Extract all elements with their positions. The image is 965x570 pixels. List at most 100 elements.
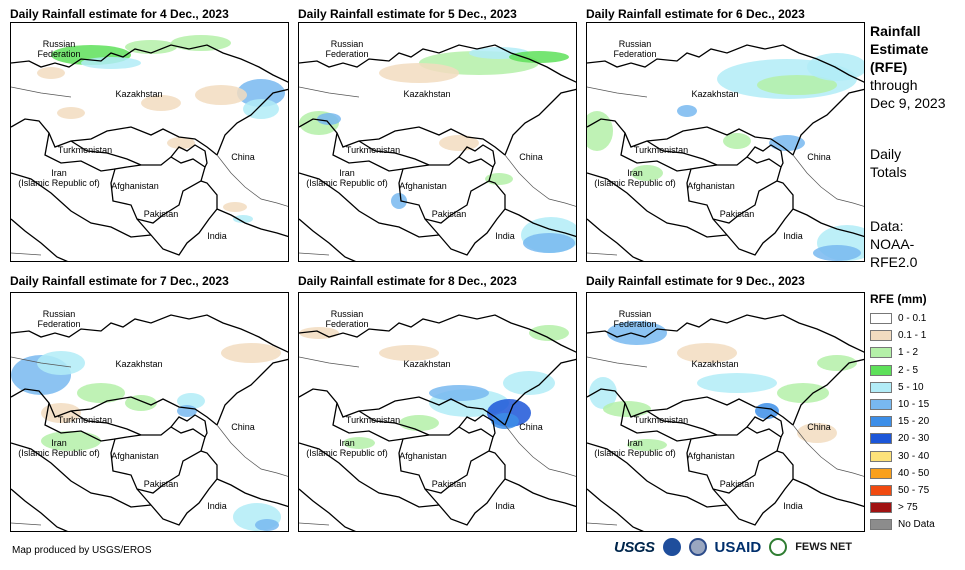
map-canvas — [11, 314, 288, 531]
country-label-russia: Russian Federation — [325, 39, 369, 59]
country-label-iran: Iran (Islamic Republic of) — [306, 438, 388, 458]
country-border — [587, 172, 728, 238]
rainfall-patch — [503, 371, 555, 395]
country-label-afghanistan: Afghanistan — [111, 451, 159, 461]
fews-globe-icon — [769, 538, 788, 556]
through-label: through — [870, 77, 918, 93]
map-canvas — [299, 314, 576, 531]
country-border — [44, 132, 116, 172]
rainfall-patch — [233, 215, 253, 223]
legend-item: 50 - 75 — [870, 482, 935, 499]
country-border — [424, 180, 506, 256]
rainfall-patch — [125, 395, 157, 411]
data-line: RFE2.0 — [870, 254, 918, 270]
country-border — [11, 314, 288, 353]
title-line: Rainfall — [870, 23, 921, 39]
fews-net-logo: FEWS NET — [795, 541, 853, 553]
legend-swatch — [870, 347, 892, 359]
legend-item: 5 - 10 — [870, 379, 935, 396]
country-label-pakistan: Pakistan — [431, 209, 467, 219]
country-border — [216, 358, 288, 426]
country-border — [458, 144, 496, 168]
rainfall-patch — [723, 133, 751, 149]
region-border — [587, 252, 618, 256]
legend-label: > 75 — [898, 502, 918, 514]
region-border — [216, 154, 288, 207]
rainfall-patch — [177, 393, 205, 409]
legend-item: 10 - 15 — [870, 396, 935, 413]
country-border — [216, 478, 288, 508]
legend-swatch — [870, 416, 892, 428]
country-border — [299, 388, 506, 426]
country-border — [746, 414, 784, 438]
rainfall-patch — [631, 165, 663, 181]
rainfall-patch — [379, 63, 459, 83]
country-label-turkmenistan: Turkmenistan — [57, 415, 113, 425]
legend-swatch — [870, 313, 892, 325]
country-label-iran: Iran (Islamic Republic of) — [306, 168, 388, 188]
country-border — [299, 172, 440, 238]
legend-title: RFE (mm) — [870, 292, 927, 306]
country-label-kazakhstan: Kazakhstan — [691, 359, 739, 369]
country-border — [70, 410, 142, 436]
sidebar-title: Rainfall Estimate (RFE) through Dec 9, 2… — [870, 22, 946, 112]
country-border — [299, 218, 356, 261]
country-border — [620, 402, 692, 442]
rainfall-patch — [125, 40, 177, 54]
region-border — [587, 356, 648, 368]
panel-title: Daily Rainfall estimate for 9 Dec., 2023 — [586, 274, 805, 288]
country-label-russia: Russian Federation — [37, 39, 81, 59]
data-line: Data: — [870, 218, 904, 234]
rainfall-patch — [81, 57, 141, 69]
legend-label: 30 - 40 — [898, 450, 930, 462]
rainfall-patch — [627, 439, 667, 451]
rainfall-patch — [697, 373, 777, 393]
country-border — [398, 426, 494, 494]
country-border — [504, 358, 576, 426]
country-label-pakistan: Pakistan — [431, 479, 467, 489]
totals-line: Daily — [870, 146, 902, 162]
usaid-logo: USAID — [714, 538, 762, 556]
country-border — [11, 172, 152, 238]
legend-item: 40 - 50 — [870, 465, 935, 482]
country-border — [136, 180, 218, 256]
rainfall-patch — [37, 67, 65, 79]
rainfall-patch — [677, 343, 737, 363]
legend-label: 1 - 2 — [898, 347, 919, 359]
country-border — [299, 314, 576, 353]
legend-swatch — [870, 381, 892, 393]
rainfall-patch — [817, 355, 857, 371]
country-border — [424, 450, 506, 526]
country-border — [170, 144, 208, 168]
country-border — [792, 478, 864, 508]
country-border — [398, 156, 494, 224]
country-border — [587, 314, 864, 353]
panel-title: Daily Rainfall estimate for 4 Dec., 2023 — [10, 7, 229, 21]
country-label-india: India — [207, 231, 227, 241]
country-label-turkmenistan: Turkmenistan — [633, 415, 689, 425]
country-label-turkmenistan: Turkmenistan — [345, 145, 401, 155]
rainfall-patch — [429, 385, 489, 401]
rainfall-patch — [141, 95, 181, 111]
rainfall-map: Russian Federation Kazakhstan Turkmenistan I… — [586, 22, 865, 262]
region-border — [11, 522, 42, 526]
region-border — [299, 252, 330, 256]
country-border — [299, 488, 356, 531]
map-credit: Map produced by USGS/EROS — [12, 545, 152, 556]
rainfall-patch — [439, 135, 479, 151]
legend-swatch — [870, 364, 892, 376]
country-border — [170, 414, 208, 438]
legend-item: 0 - 0.1 — [870, 310, 935, 327]
rainfall-patch — [491, 413, 519, 429]
rainfall-patch — [399, 415, 439, 431]
country-border — [358, 140, 430, 166]
legend-swatch — [870, 330, 892, 342]
country-border — [646, 140, 718, 166]
country-label-pakistan: Pakistan — [143, 479, 179, 489]
rainfall-patch — [509, 51, 569, 63]
panel-title: Daily Rainfall estimate for 6 Dec., 2023 — [586, 7, 805, 21]
country-border — [792, 358, 864, 426]
rainfall-patch — [317, 113, 341, 125]
country-border — [11, 218, 68, 261]
country-label-turkmenistan: Turkmenistan — [633, 145, 689, 155]
